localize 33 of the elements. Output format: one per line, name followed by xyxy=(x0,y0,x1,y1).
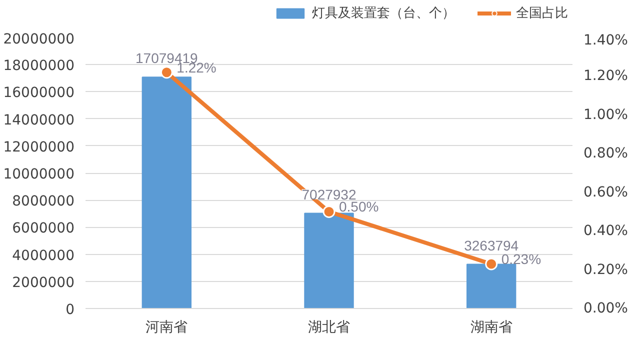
y-tick-label: 8000000 xyxy=(12,194,75,210)
bar xyxy=(304,212,354,308)
point xyxy=(322,205,336,218)
y-tick-label: 6000000 xyxy=(12,220,75,237)
x-tick-label: 湖南省 xyxy=(470,320,512,336)
y2-tick-label: 0.60% xyxy=(584,184,628,200)
y-tick-label: 12000000 xyxy=(3,139,75,156)
point xyxy=(160,66,173,79)
y2-tick-label: 1.20% xyxy=(584,68,628,84)
y-tick-label: 2000000 xyxy=(12,274,75,291)
y-tick-label: 10000000 xyxy=(3,166,75,182)
data-label: 0.23% xyxy=(501,250,542,267)
y2-tick-label: 0.80% xyxy=(584,146,628,162)
y2-tick-label: 0.00% xyxy=(584,300,628,316)
bar xyxy=(142,76,192,308)
x-tick-label: 河南省 xyxy=(146,320,188,336)
y-tick-label: 20000000 xyxy=(3,32,75,48)
y-tick-label: 16000000 xyxy=(3,85,75,102)
legend-label: 全国占比 xyxy=(516,5,568,22)
y-tick-label: 14000000 xyxy=(3,112,75,128)
x-tick-label: 湖北省 xyxy=(308,320,350,336)
point xyxy=(485,258,498,270)
data-label: 3263794 xyxy=(464,237,519,254)
y2-tick-label: 1.00% xyxy=(584,106,628,123)
y-tick-label: 4000000 xyxy=(12,248,75,264)
y2-tick-label: 1.40% xyxy=(584,32,628,48)
y-tick-label: 18000000 xyxy=(3,58,75,74)
bar xyxy=(466,264,516,308)
y2-tick-label: 0.40% xyxy=(584,223,628,240)
legend-label: 灯具及装置套（台、个） xyxy=(312,5,455,22)
data-label: 7027932 xyxy=(302,186,356,202)
y-tick-label: 0 xyxy=(66,302,75,318)
y2-tick-label: 0.20% xyxy=(584,262,628,278)
